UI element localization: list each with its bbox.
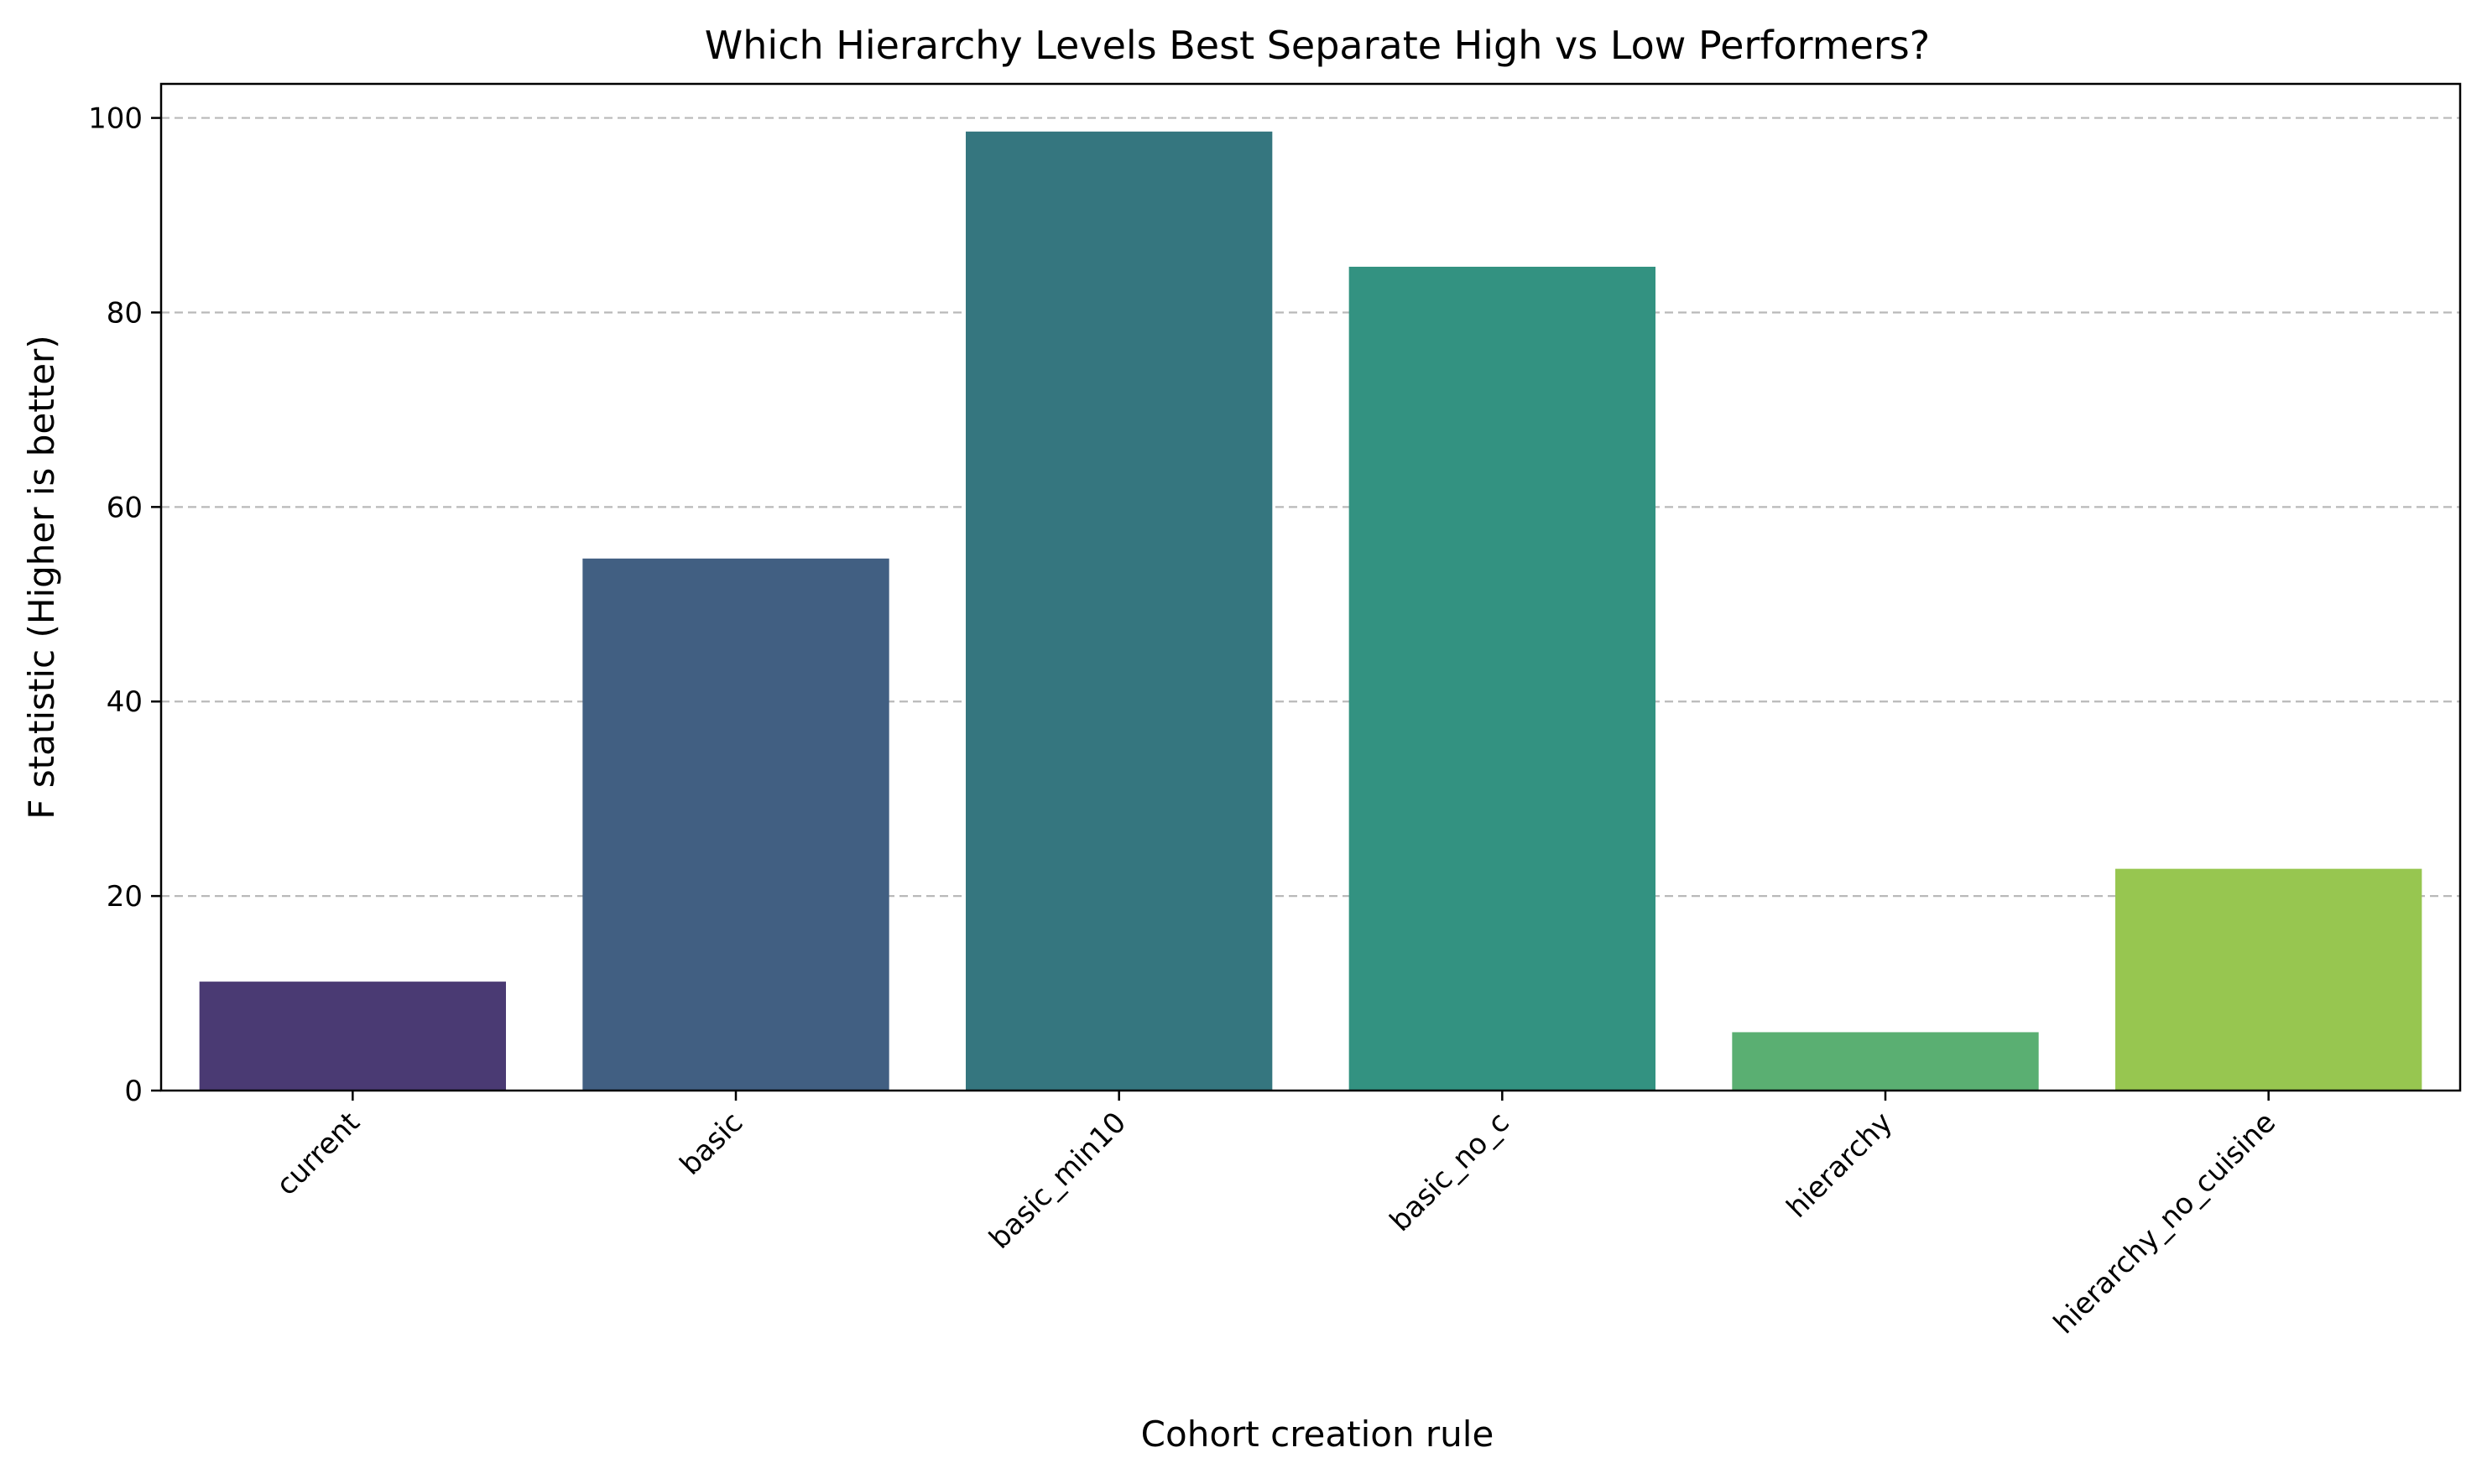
y-tick-label-0: 0 [124, 1075, 143, 1108]
chart-title: Which Hierarchy Levels Best Separate Hig… [705, 23, 1930, 68]
y-tick-label-4: 80 [107, 296, 143, 330]
bar-basic_no_c [1348, 266, 1655, 1091]
bar-current [199, 982, 506, 1091]
plot-frame [159, 82, 2462, 1092]
y-tick-label-5: 100 [88, 102, 143, 136]
y-tick-label-1: 20 [107, 880, 143, 914]
bar-basic [582, 558, 889, 1091]
bar-hierarchy [1732, 1032, 2039, 1091]
gridlines [161, 117, 2460, 898]
y-tick-label-2: 40 [107, 685, 143, 719]
bar-hierarchy_no_cuisine [2115, 868, 2422, 1091]
y-tick-label-3: 60 [107, 491, 143, 524]
bar-basic_min10 [966, 131, 1273, 1091]
axes [159, 82, 2462, 1092]
y-axis-label: F statistic (Higher is better) [21, 335, 62, 819]
x-axis-label: Cohort creation rule [1141, 1414, 1494, 1455]
bars [199, 131, 2422, 1091]
